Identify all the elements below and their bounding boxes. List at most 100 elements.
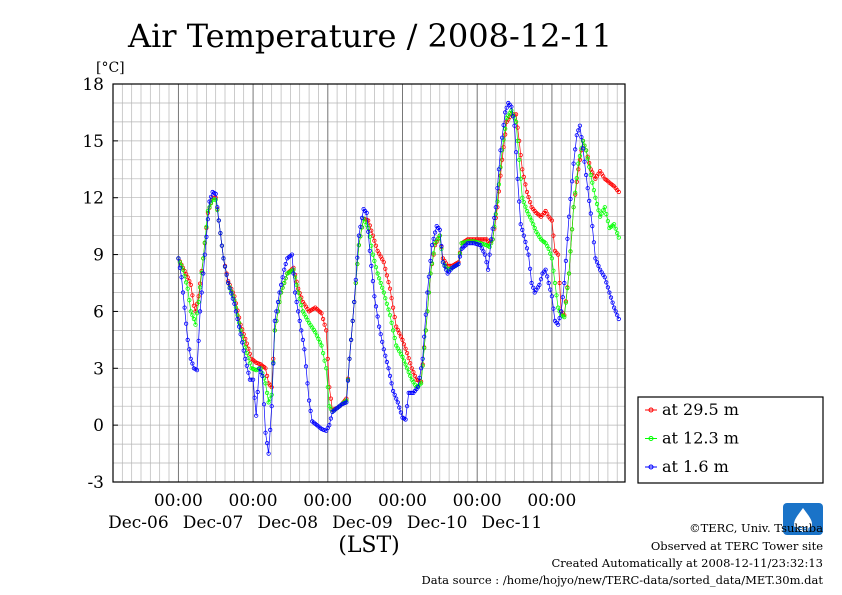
data-point xyxy=(571,205,576,210)
data-point xyxy=(524,189,530,195)
data-point xyxy=(383,353,388,358)
data-point xyxy=(218,231,223,236)
data-point xyxy=(381,347,386,352)
x-tick-labels: 00:00Dec-0600:00Dec-0700:00Dec-0800:00De… xyxy=(108,491,576,533)
credits: ©TERC, Univ. Tsukuba Observed at TERC To… xyxy=(421,521,823,587)
data-point xyxy=(616,316,621,322)
data-point xyxy=(187,347,192,352)
data-point xyxy=(495,186,500,191)
data-point xyxy=(348,337,354,342)
data-point xyxy=(499,135,505,140)
data-point xyxy=(439,243,444,249)
data-point xyxy=(429,243,435,248)
data-point xyxy=(565,285,570,291)
data-point xyxy=(282,267,287,272)
legend-box xyxy=(637,396,824,484)
data-point xyxy=(196,294,201,299)
data-point xyxy=(324,328,329,333)
data-point xyxy=(576,161,581,166)
data-point xyxy=(404,404,410,409)
data-point xyxy=(190,361,195,366)
data-point xyxy=(574,176,579,181)
data-point xyxy=(565,236,570,241)
data-point xyxy=(610,300,615,305)
data-point xyxy=(271,361,276,366)
data-point xyxy=(403,362,408,367)
data-point xyxy=(548,287,553,292)
data-point xyxy=(562,280,567,286)
data-point xyxy=(177,265,182,270)
data-point xyxy=(252,395,257,400)
data-point xyxy=(380,339,385,344)
data-point xyxy=(182,305,187,310)
data-point xyxy=(230,296,235,301)
data-point xyxy=(303,364,309,369)
data-point xyxy=(509,104,514,109)
y-tick-label: 3 xyxy=(93,359,104,379)
data-point xyxy=(422,345,427,351)
data-point xyxy=(302,347,307,352)
data-point xyxy=(274,309,279,314)
data-point xyxy=(282,280,287,286)
data-point xyxy=(184,280,189,285)
plot-frame xyxy=(112,83,626,483)
data-point xyxy=(555,322,561,327)
data-point xyxy=(398,410,403,415)
y-tick-label: 9 xyxy=(93,246,104,266)
data-point xyxy=(317,340,323,345)
data-point xyxy=(527,215,533,220)
data-point xyxy=(392,392,397,397)
data-point xyxy=(397,405,402,410)
y-tick-label: -3 xyxy=(87,473,104,493)
data-point xyxy=(390,388,396,394)
data-point xyxy=(523,182,528,187)
data-point xyxy=(596,208,601,213)
data-point xyxy=(196,338,201,343)
data-point xyxy=(537,282,542,287)
data-point xyxy=(613,226,618,231)
data-point xyxy=(266,451,271,456)
data-point xyxy=(384,359,389,365)
data-point xyxy=(367,234,372,239)
data-point xyxy=(204,234,209,239)
data-point xyxy=(194,311,200,316)
data-point xyxy=(378,280,383,286)
data-point xyxy=(392,335,397,341)
data-point xyxy=(403,417,408,422)
data-point xyxy=(292,275,298,280)
x-tick-time: 00:00 xyxy=(229,491,278,511)
data-point xyxy=(372,294,377,299)
data-point xyxy=(322,322,327,327)
data-point xyxy=(325,385,330,390)
data-point xyxy=(587,160,592,166)
data-point xyxy=(328,396,333,401)
data-point xyxy=(607,290,612,295)
data-point xyxy=(555,252,561,257)
data-point xyxy=(521,200,526,205)
data-point xyxy=(538,277,544,282)
data-point xyxy=(372,238,377,243)
data-point xyxy=(376,276,382,281)
data-point xyxy=(546,246,551,251)
data-point xyxy=(294,299,299,305)
data-point xyxy=(517,199,522,204)
data-point xyxy=(237,324,242,329)
data-point xyxy=(367,248,372,253)
data-point xyxy=(375,271,380,276)
data-point xyxy=(400,354,405,359)
data-point xyxy=(515,138,520,143)
data-point xyxy=(390,305,396,310)
data-point xyxy=(563,258,569,263)
x-tick-time: 00:00 xyxy=(154,491,203,511)
series-layer xyxy=(176,100,621,456)
data-point xyxy=(356,233,361,238)
data-point xyxy=(383,296,388,301)
data-point xyxy=(240,340,245,345)
data-point xyxy=(369,263,374,268)
data-point xyxy=(380,285,385,290)
data-point xyxy=(306,398,312,403)
data-point xyxy=(275,299,281,305)
data-point xyxy=(235,316,240,322)
data-point xyxy=(296,309,301,314)
